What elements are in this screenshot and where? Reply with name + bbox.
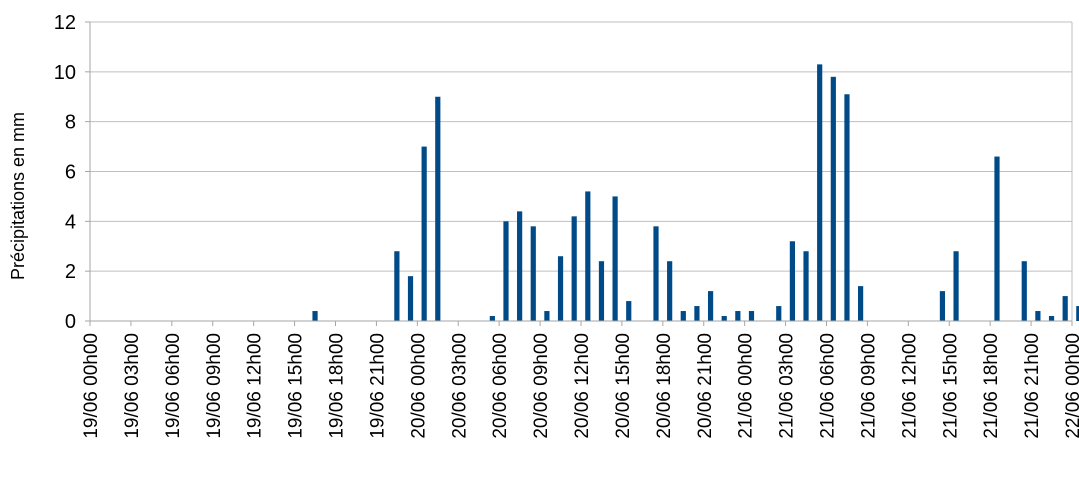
- bar: [789, 241, 795, 321]
- bar: [394, 251, 400, 321]
- bar: [598, 261, 605, 321]
- y-tick-label: 12: [54, 12, 76, 34]
- bar: [1035, 311, 1041, 321]
- y-tick-label: 0: [65, 311, 76, 333]
- x-tick-label: 19/06 18h00: [327, 333, 348, 439]
- bar: [694, 306, 700, 321]
- x-tick-label: 19/06 03h00: [122, 333, 143, 439]
- x-tick-label: 20/06 00h00: [408, 333, 429, 439]
- y-axis-title: Précipitations en mm: [8, 112, 28, 280]
- bar: [707, 291, 714, 321]
- bar: [612, 196, 618, 321]
- bar: [1062, 296, 1068, 321]
- bar: [503, 221, 509, 321]
- x-tick-label: 20/06 18h00: [654, 333, 675, 439]
- bar: [1021, 261, 1027, 321]
- x-tick-label: 21/06 06h00: [818, 333, 839, 439]
- x-tick-label: 21/06 09h00: [858, 333, 879, 439]
- bar: [557, 256, 564, 321]
- x-tick-label: 21/06 03h00: [777, 333, 798, 439]
- bar: [803, 251, 809, 321]
- bar-series: [312, 64, 1079, 322]
- bar: [312, 311, 318, 321]
- x-tick-label: 19/06 00h00: [81, 333, 102, 439]
- x-tick-label: 19/06 12h00: [245, 333, 266, 439]
- bar: [435, 96, 441, 321]
- bar: [407, 276, 414, 321]
- bar: [626, 301, 632, 321]
- bar: [517, 211, 523, 321]
- y-tick-label: 2: [65, 261, 76, 283]
- bar: [653, 226, 659, 321]
- x-tick-label: 20/06 21h00: [695, 333, 716, 439]
- y-tick-label: 4: [65, 211, 76, 233]
- y-tick-label: 6: [65, 162, 76, 184]
- bar: [994, 156, 1000, 321]
- bar: [680, 311, 686, 321]
- bar: [939, 291, 946, 321]
- x-tick-label: 21/06 18h00: [981, 333, 1002, 439]
- y-tick-labels: 0 2 4 6 8 10 12: [54, 12, 76, 333]
- bar: [817, 64, 823, 322]
- x-tick-label: 21/06 15h00: [940, 333, 961, 439]
- bar: [530, 226, 536, 321]
- bar: [858, 286, 864, 321]
- x-tick-label: 20/06 03h00: [449, 333, 470, 439]
- bar: [776, 306, 782, 321]
- gridlines: [90, 21, 1072, 272]
- x-tick-label: 20/06 06h00: [490, 333, 511, 439]
- bar: [544, 311, 550, 321]
- x-tick-label: 20/06 15h00: [613, 333, 634, 439]
- x-tick-label: 21/06 12h00: [899, 333, 920, 439]
- bar: [1048, 316, 1055, 321]
- x-tick-label: 20/06 12h00: [572, 333, 593, 439]
- x-tick-label: 19/06 15h00: [286, 333, 307, 439]
- y-tick-label: 8: [65, 112, 76, 134]
- bar: [571, 216, 577, 321]
- bar: [953, 251, 959, 321]
- bar: [1076, 306, 1079, 321]
- x-tick-label: 19/06 21h00: [367, 333, 388, 439]
- bar: [830, 76, 836, 321]
- x-tick-labels: 19/06 00h00 19/06 03h00 19/06 06h00 19/06 0…: [81, 333, 1079, 439]
- bar: [748, 311, 755, 321]
- x-tick-label: 20/06 09h00: [531, 333, 552, 439]
- y-tick-label: 10: [54, 62, 76, 84]
- axes: [85, 21, 1073, 326]
- bar: [667, 261, 673, 321]
- bar: [421, 146, 427, 321]
- x-tick-label: 22/06 00h00: [1063, 333, 1079, 439]
- bar: [489, 316, 495, 321]
- x-tick-label: 21/06 21h00: [1022, 333, 1043, 439]
- bar: [721, 316, 727, 321]
- x-tick-label: 21/06 00h00: [736, 333, 757, 439]
- x-tick-label: 19/06 06h00: [163, 333, 184, 439]
- bar: [585, 191, 591, 321]
- bar: [735, 311, 741, 321]
- bar: [844, 94, 850, 321]
- x-tick-label: 19/06 09h00: [204, 333, 225, 439]
